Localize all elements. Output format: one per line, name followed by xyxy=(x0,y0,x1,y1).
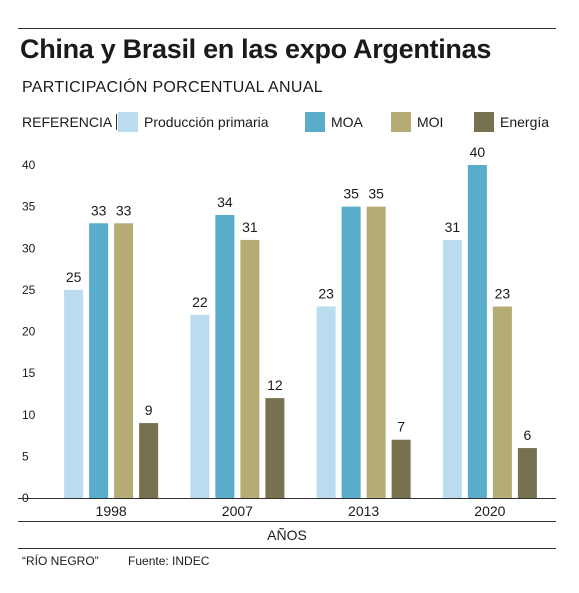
y-tick-label: 40 xyxy=(22,158,36,172)
bar xyxy=(492,306,512,498)
bar xyxy=(517,448,537,498)
y-tick-label: 15 xyxy=(22,366,36,380)
y-tick-label: 35 xyxy=(22,200,36,214)
bar xyxy=(215,214,235,498)
legend-label: Energía xyxy=(500,114,550,130)
y-tick-label: 10 xyxy=(22,408,36,422)
legend-label: Producción primaria xyxy=(144,114,269,130)
x-tick-label: 1998 xyxy=(96,503,127,519)
y-tick-label: 30 xyxy=(22,241,36,255)
x-tick-label: 2013 xyxy=(348,503,379,519)
x-axis-title: AÑOS xyxy=(18,521,556,549)
bar xyxy=(467,165,487,498)
x-tick-label: 2020 xyxy=(474,503,505,519)
legend-swatch xyxy=(305,112,325,132)
bar xyxy=(265,398,285,498)
footer-credit: “RÍO NEGRO” xyxy=(22,554,99,568)
footer: “RÍO NEGRO” Fuente: INDEC xyxy=(22,554,235,568)
bar-value-label: 33 xyxy=(116,202,132,218)
legend-swatch xyxy=(391,112,411,132)
bar-value-label: 34 xyxy=(217,194,233,210)
y-tick-label: 20 xyxy=(22,325,36,339)
bar xyxy=(89,223,109,498)
bar xyxy=(316,306,336,498)
bar-value-label: 23 xyxy=(495,286,511,302)
legend-label: MOI xyxy=(417,114,444,130)
bar xyxy=(64,289,84,498)
footer-source: Fuente: INDEC xyxy=(128,554,210,568)
chart-subtitle: PARTICIPACIÓN PORCENTUAL ANUAL xyxy=(22,79,323,96)
bar xyxy=(366,206,386,498)
bar-value-label: 25 xyxy=(66,269,82,285)
bar-value-label: 22 xyxy=(192,294,208,310)
x-tick-label: 2007 xyxy=(222,503,253,519)
bar-value-label: 35 xyxy=(368,186,384,202)
bar-value-label: 9 xyxy=(145,402,153,418)
legend: REFERENCIA Producción primaria MOA MOI E… xyxy=(22,112,558,132)
legend-swatch xyxy=(118,112,138,132)
bar-value-label: 31 xyxy=(445,219,461,235)
bar-value-label: 40 xyxy=(470,144,486,160)
bar xyxy=(114,223,134,498)
bar-value-label: 6 xyxy=(523,427,531,443)
bar xyxy=(391,439,411,498)
legend-swatch xyxy=(474,112,494,132)
y-tick-label: 5 xyxy=(22,449,29,463)
bar xyxy=(190,314,210,498)
bar xyxy=(442,239,462,499)
bar xyxy=(139,423,159,498)
bar-value-label: 7 xyxy=(397,419,405,435)
y-tick-label: 0 xyxy=(22,491,29,505)
bar-value-label: 23 xyxy=(318,286,334,302)
bar-value-label: 33 xyxy=(91,202,107,218)
bar-value-label: 12 xyxy=(267,377,283,393)
bar xyxy=(240,239,260,499)
legend-label: MOA xyxy=(331,114,363,130)
bar-value-label: 31 xyxy=(242,219,258,235)
chart-title: China y Brasil en las expo Argentinas xyxy=(20,34,492,64)
bar-value-label: 35 xyxy=(343,186,359,202)
legend-reference-label: REFERENCIA xyxy=(22,114,118,130)
bar xyxy=(341,206,361,498)
top-rule xyxy=(18,28,556,29)
y-tick-label: 25 xyxy=(22,283,36,297)
